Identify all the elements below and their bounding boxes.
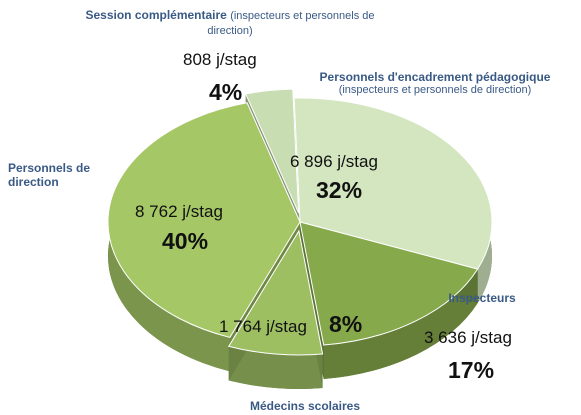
category-name: Personnels de direction <box>8 161 91 190</box>
slice-side <box>228 346 323 389</box>
value-label: 32% <box>316 177 363 203</box>
category-name: Personnels d'encadrement pédagogique <box>319 70 551 84</box>
day-label: 6 896 j/stag <box>290 152 378 171</box>
value-label: 17% <box>448 357 495 383</box>
value-label: 8% <box>329 311 363 337</box>
slice <box>107 102 301 339</box>
category-name: Inspecteurs <box>448 291 516 305</box>
category-note: (inspecteurs et personnels de direction) <box>338 84 532 97</box>
category-label: Session complémentaire (inspecteurs et p… <box>80 8 380 38</box>
day-label: 3 636 j/stag <box>424 328 512 347</box>
slice <box>299 221 479 346</box>
category-label: Personnels d'encadrement pédagogique (in… <box>300 70 570 98</box>
category-name: Session complémentaire <box>85 8 227 22</box>
category-note: (inspecteurs et personnels de direction) <box>207 10 375 38</box>
value-label: 4% <box>209 79 243 105</box>
category-label: Médecins scolaires <box>230 399 380 413</box>
slice <box>244 88 300 214</box>
slice <box>227 229 324 356</box>
category-label: Inspecteurs <box>432 291 532 305</box>
value-label: 40% <box>162 228 209 254</box>
category-label: Personnels de direction <box>8 161 103 190</box>
day-label: 808 j/stag <box>183 50 257 69</box>
category-name: Médecins scolaires <box>249 399 361 413</box>
slice <box>293 97 493 270</box>
slice-side <box>323 269 478 380</box>
day-label: 8 762 j/stag <box>135 202 223 221</box>
day-label: 1 764 j/stag <box>219 317 307 336</box>
